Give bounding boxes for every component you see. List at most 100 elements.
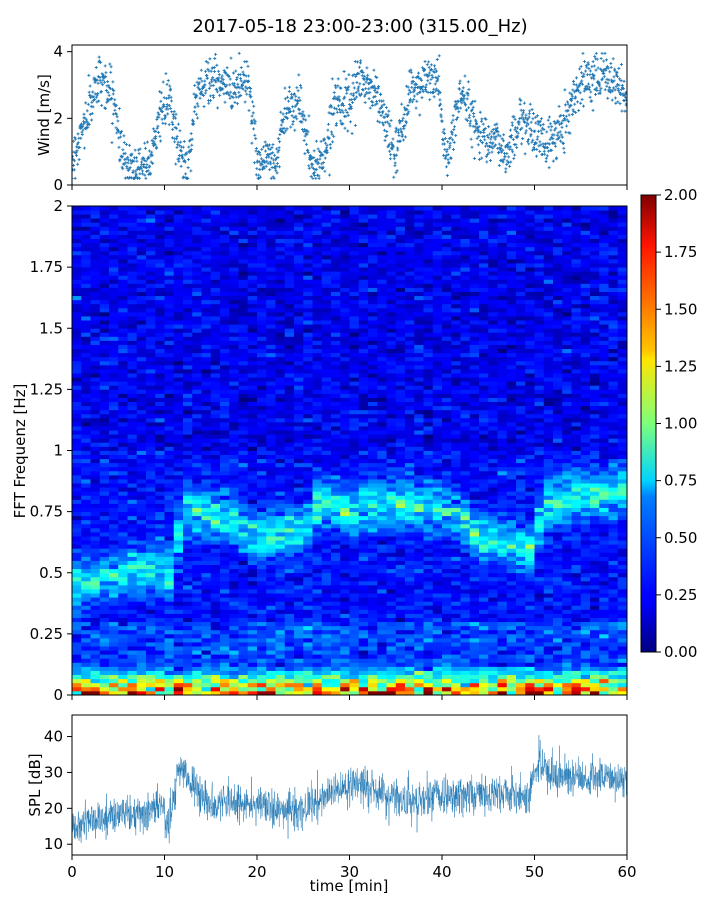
wind-point (312, 156, 316, 160)
spectrogram-cell (284, 373, 295, 378)
spectrogram-cell (81, 214, 91, 219)
spectrogram-cell (118, 519, 128, 525)
spectrogram-cell (294, 267, 304, 272)
wind-point (174, 162, 178, 166)
spectrogram-cell (99, 320, 110, 325)
spectrogram-cell (247, 564, 258, 570)
spectrogram-cell (294, 373, 304, 378)
spectrogram-cell (229, 206, 239, 211)
wind-point (345, 111, 349, 115)
wind-point (395, 169, 399, 173)
spectrogram-cell (173, 662, 184, 667)
spectrogram-cell (294, 258, 304, 264)
spectrogram-cell (99, 658, 110, 663)
spectrogram-cell (210, 381, 221, 386)
spectrogram-cell (99, 328, 110, 333)
spectrogram-cell (210, 633, 221, 639)
wind-point (472, 156, 476, 160)
spectrogram-cell (192, 307, 202, 313)
spectrogram-cell (284, 495, 295, 500)
spectrogram-cell (220, 344, 230, 350)
spectrogram-cell (312, 474, 323, 480)
spectrogram-cell (81, 674, 91, 680)
spectrogram-cell (275, 601, 286, 606)
spectrogram-cell (266, 462, 276, 468)
wind-point (587, 82, 591, 86)
spectrogram-cell (146, 352, 156, 358)
wind-point (163, 115, 167, 119)
spectrogram-cell (81, 454, 91, 460)
spectrogram-cell (284, 234, 295, 239)
spectrogram-cell (201, 499, 212, 504)
spectrogram-cell (303, 397, 313, 402)
wind-point (256, 159, 260, 163)
spectrogram-cell (192, 320, 202, 325)
spectrogram-cell (136, 283, 147, 288)
spectrogram-cell (118, 601, 128, 606)
spectrogram-cell (210, 678, 221, 684)
spectrogram-cell (136, 291, 147, 297)
spectrogram-cell (266, 303, 276, 309)
spectrogram-cell (284, 275, 295, 280)
spectrogram-cell (136, 430, 147, 435)
spectrogram-cell (220, 320, 230, 325)
spectrogram-cell (294, 279, 304, 284)
spectrogram-cell (312, 650, 323, 655)
spectrogram-cell (183, 287, 193, 292)
spectrogram-cell (155, 307, 165, 313)
spectrogram-cell (238, 487, 249, 492)
spectrogram-cell (192, 250, 202, 256)
spectrogram-cell (312, 511, 323, 517)
spectrogram-cell (164, 617, 175, 623)
spectrogram-cell (275, 426, 286, 431)
spectrogram-cell (201, 458, 212, 464)
wind-ytick-label: 0 (53, 176, 63, 194)
spectrogram-cell (229, 324, 239, 329)
wind-point (619, 63, 623, 67)
spectrogram-cell (201, 389, 212, 394)
spectrogram-cell (72, 267, 82, 272)
spectrogram-cell (127, 523, 138, 529)
spectrogram-cell (312, 642, 323, 647)
wind-point (373, 94, 377, 98)
spectrogram-cell (257, 381, 267, 386)
wind-point (104, 71, 108, 75)
spectrogram-cell (257, 332, 267, 337)
spectrogram-cell (164, 303, 175, 309)
spectrogram-cell (155, 328, 165, 333)
spectrogram-cell (183, 230, 193, 235)
spectrogram-cell (210, 674, 221, 680)
spectrogram-cell (229, 658, 239, 663)
spectrogram-cell (303, 242, 313, 248)
spectrogram-cell (275, 279, 286, 284)
wind-x-axis (71, 185, 628, 190)
spectrogram-cell (210, 629, 221, 635)
wind-point (616, 100, 620, 104)
wind-point (352, 86, 356, 90)
spectrogram-cell (155, 527, 165, 533)
spectrogram-cell (155, 226, 165, 231)
wind-point (248, 93, 252, 97)
spectrogram-cell (155, 373, 165, 378)
spectrogram-cell (72, 511, 82, 517)
spectrogram-cell (284, 446, 295, 451)
wind-point (550, 125, 554, 129)
wind-point (606, 96, 610, 100)
spectrogram-cell (220, 646, 230, 651)
spectrogram-cell (81, 633, 91, 639)
spectrogram-cell (72, 385, 82, 390)
spectrogram-cell (155, 540, 165, 545)
spectrogram-cell (266, 426, 276, 431)
spectrogram-cell (275, 397, 286, 402)
wind-point (431, 76, 435, 80)
spectrogram-cell (257, 642, 267, 647)
spectrogram-cell (72, 222, 82, 227)
spectrogram-cell (127, 625, 138, 631)
wind-point (556, 137, 560, 141)
spectrogram-cell (275, 242, 286, 248)
spectrogram-cell (247, 250, 258, 256)
wind-point (391, 137, 395, 141)
spectrogram-cell (192, 311, 202, 317)
spectrogram-cell (220, 487, 230, 492)
spectrogram-cell (109, 674, 119, 680)
